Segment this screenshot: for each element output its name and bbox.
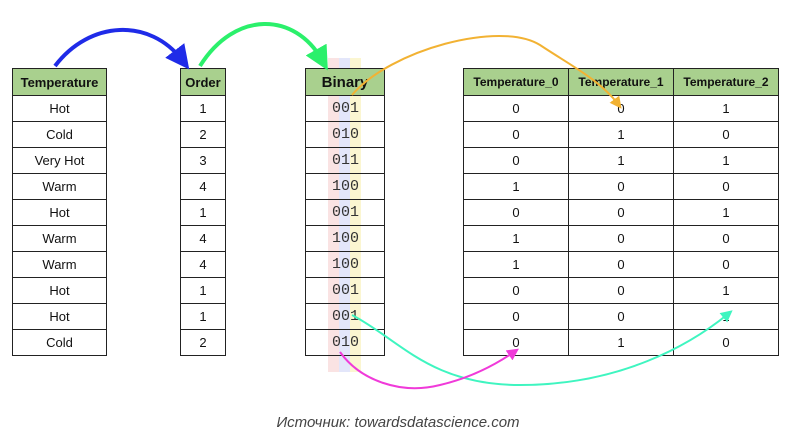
order-cell: 4: [180, 173, 226, 200]
onehot-cell: 0: [568, 225, 674, 252]
onehot-cell: 0: [673, 173, 779, 200]
onehot-cell: 0: [673, 329, 779, 356]
temperature-cell: Hot: [12, 95, 107, 122]
onehot-table: Temperature_0 Temperature_1 Temperature_…: [463, 68, 779, 356]
arrow-binary-row1-to-onehot: [351, 34, 622, 109]
temperature-table: Temperature Hot Cold Very Hot Warm Hot W…: [12, 68, 107, 356]
arrow-temperature-to-order: [53, 28, 190, 70]
binary-cell: 100: [305, 173, 385, 200]
onehot-cell: 1: [673, 199, 779, 226]
order-cell: 4: [180, 251, 226, 278]
onehot-cell: 0: [463, 95, 569, 122]
onehot-cell: 0: [463, 303, 569, 330]
order-cell: 2: [180, 329, 226, 356]
temperature-header: Temperature: [12, 68, 107, 96]
onehot-cell: 1: [568, 147, 674, 174]
binary-cell: 001: [305, 303, 385, 330]
onehot-cell: 0: [568, 303, 674, 330]
source-caption: Источник: towardsdatascience.com: [276, 414, 520, 431]
binary-cell: 010: [305, 329, 385, 356]
onehot-cell: 1: [463, 251, 569, 278]
onehot-cell: 0: [463, 121, 569, 148]
temperature-cell: Cold: [12, 121, 107, 148]
onehot-cell: 0: [568, 251, 674, 278]
arrow-binary-row10-to-onehot: [339, 348, 519, 390]
binary-cell: 010: [305, 121, 385, 148]
onehot-header: Temperature_2: [673, 68, 779, 96]
arrow-order-to-binary: [198, 22, 328, 71]
temperature-cell: Hot: [12, 303, 107, 330]
binary-cell: 011: [305, 147, 385, 174]
binary-header: Binary: [305, 68, 385, 96]
binary-table: Binary 001 010 011 100 001 100 100 001 0…: [305, 68, 385, 356]
onehot-cell: 1: [463, 225, 569, 252]
order-cell: 3: [180, 147, 226, 174]
order-cell: 1: [180, 95, 226, 122]
order-cell: 2: [180, 121, 226, 148]
arrow-binary-row9-to-onehot: [351, 310, 733, 387]
order-cell: 1: [180, 199, 226, 226]
onehot-cell: 0: [463, 277, 569, 304]
temperature-cell: Cold: [12, 329, 107, 356]
onehot-header: Temperature_0: [463, 68, 569, 96]
binary-cell: 100: [305, 251, 385, 278]
onehot-cell: 1: [673, 95, 779, 122]
temperature-cell: Hot: [12, 277, 107, 304]
onehot-cell: 0: [568, 277, 674, 304]
binary-cell: 001: [305, 199, 385, 226]
order-table: Order 1 2 3 4 1 4 4 1 1 2: [180, 68, 226, 356]
order-header: Order: [180, 68, 226, 96]
onehot-cell: 1: [568, 121, 674, 148]
onehot-cell: 0: [568, 199, 674, 226]
binary-cell: 001: [305, 95, 385, 122]
